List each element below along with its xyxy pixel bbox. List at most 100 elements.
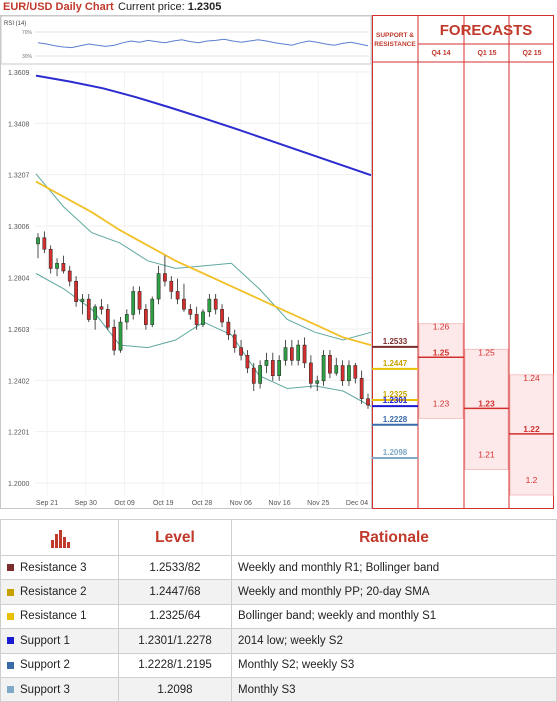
y-tick-label: 1.3408 [8, 121, 30, 128]
candle-body [194, 314, 199, 325]
rsi-panel [0, 15, 372, 65]
candle-body [163, 273, 167, 282]
candle-body [169, 280, 174, 292]
q4-range-box [418, 323, 464, 419]
level-name-cell: Resistance 3 [0, 554, 119, 581]
rsi-label: RSI (14) [4, 21, 26, 27]
candle-body [201, 311, 205, 325]
x-tick-label: Nov 25 [307, 500, 329, 507]
candle-body [93, 306, 97, 320]
level-rationale-cell: Weekly and monthly PP; 20-day SMA [231, 579, 557, 605]
y-tick-label: 1.2402 [8, 378, 30, 385]
y-tick-label: 1.3609 [8, 70, 30, 77]
sr-level-label: 1.2533 [383, 337, 408, 346]
quarter-header-q2: Q2 15 [522, 50, 542, 57]
candle-body [188, 309, 193, 315]
candle-body [347, 365, 351, 382]
table-row: Support 3 1.2098 Monthly S3 [0, 676, 557, 702]
candle-body [239, 347, 243, 356]
sr-level-label: 1.2228 [383, 415, 408, 424]
level-rationale-cell: Monthly S3 [231, 676, 557, 702]
table-header-icon-cell [0, 519, 119, 556]
candle-body [67, 270, 72, 282]
y-tick-label: 1.3006 [8, 224, 30, 231]
level-rationale-cell: Bollinger band; weekly and monthly S1 [231, 603, 557, 630]
level-name-cell: Resistance 1 [0, 603, 119, 630]
sr-level-label: 1.2301 [383, 396, 408, 405]
candle-body [80, 298, 85, 302]
candle-body [277, 360, 282, 376]
q4-forecast-label: 1.25 [433, 347, 450, 357]
candle-body [353, 365, 358, 379]
table-header-level: Level [118, 519, 232, 556]
price-layer: 1.3609 1.3408 1.3207 1.3006 1.2804 1.2603 1.24… [8, 70, 372, 507]
level-name: Resistance 3 [20, 561, 87, 574]
candle-body [156, 273, 161, 300]
candle-body [321, 355, 326, 382]
level-value-cell: 1.2098 [118, 676, 232, 702]
y-tick-label: 1.2000 [8, 481, 30, 488]
sr-level-label: 1.2447 [383, 359, 408, 368]
level-name-cell: Support 2 [0, 652, 119, 678]
current-price-label: Current price: [118, 1, 185, 13]
q2-forecast-label: 1.22 [523, 424, 540, 434]
level-color-swatch [7, 686, 14, 694]
candle-body [226, 321, 231, 336]
candle-body [99, 306, 104, 310]
candle-body [213, 298, 218, 310]
candle-body [124, 314, 129, 323]
table-row: Resistance 3 1.2533/82 Weekly and monthly … [0, 554, 557, 581]
current-price: Current price: 1.2305 [118, 1, 221, 13]
x-tick-label: Nov 06 [230, 500, 252, 507]
level-name-cell: Support 3 [0, 676, 119, 702]
x-tick-label: Sep 30 [75, 500, 97, 507]
q1-range-box [464, 348, 509, 470]
level-value-cell: 1.2228/1.2195 [118, 652, 232, 678]
candle-body [270, 360, 275, 376]
level-color-swatch [7, 564, 14, 572]
level-name: Support 1 [20, 634, 70, 647]
q4-forecast-label: 1.23 [433, 398, 450, 408]
level-value-cell: 1.2301/1.2278 [118, 628, 232, 654]
candle-body [48, 249, 53, 269]
candle-body [296, 344, 301, 361]
candle-body [150, 298, 155, 325]
candle-body [309, 362, 313, 384]
y-tick-label: 1.2201 [8, 430, 30, 437]
bar-chart-icon [50, 529, 70, 548]
quarter-header-q4: Q4 14 [431, 50, 451, 57]
candle-body [175, 291, 180, 300]
y-tick-label: 1.2603 [8, 327, 30, 334]
candle-body [131, 291, 136, 315]
candle-body [112, 326, 117, 351]
level-color-swatch [7, 588, 14, 596]
rsi-line [37, 38, 369, 49]
table-header-row: Level Rationale [0, 519, 557, 556]
candle-body [144, 309, 148, 325]
q1-forecast-label: 1.21 [478, 449, 495, 459]
quarter-header-q1: Q1 15 [477, 50, 497, 57]
candle-body [118, 321, 123, 351]
level-name: Support 3 [20, 683, 70, 696]
level-name: Support 2 [20, 659, 70, 672]
chart-area: RSI (14)70%30% 1.36091.34081.32071.30061… [0, 15, 554, 509]
level-rationale-cell: 2014 low; weekly S2 [231, 628, 557, 654]
x-tick-label: Oct 28 [192, 500, 213, 507]
level-name: Resistance 2 [20, 586, 87, 599]
forecasts-title: FORECASTS [439, 22, 533, 39]
candle-body [283, 347, 288, 361]
candle-body [334, 365, 339, 374]
sma200-line [35, 74, 372, 177]
level-color-swatch [7, 661, 14, 669]
candle-body [220, 309, 224, 323]
table-row: Resistance 1 1.2325/64 Bollinger band; wee… [0, 603, 557, 630]
chart-title: EUR/USD Daily Chart [3, 1, 114, 13]
sr-level-label: 1.2325 [383, 390, 408, 399]
sr-level-label: 1.2098 [383, 448, 408, 457]
level-name: Resistance 1 [20, 610, 87, 623]
level-value-cell: 1.2533/82 [118, 554, 232, 581]
candle-body [36, 237, 40, 245]
candle-body [359, 378, 364, 399]
candle-body [340, 365, 345, 382]
